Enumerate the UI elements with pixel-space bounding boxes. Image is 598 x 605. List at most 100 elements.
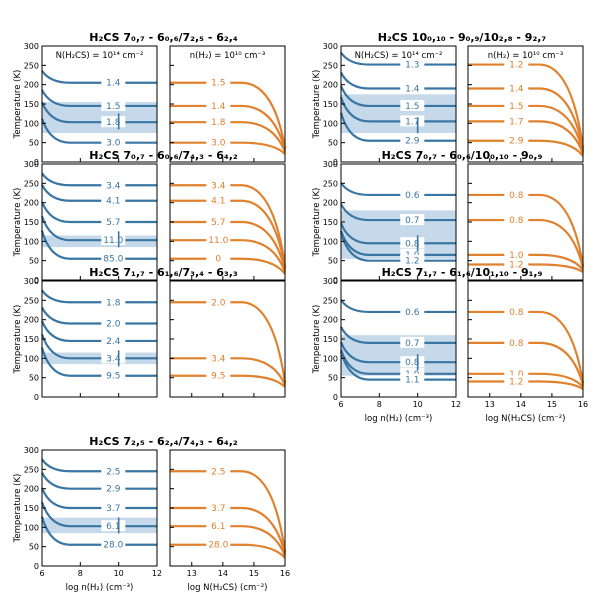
left-contour-line <box>41 458 157 473</box>
x-tick-label: 6 <box>338 400 343 409</box>
x-axis-label: log n(H₂) (cm⁻³) <box>66 583 134 593</box>
y-tick-label: 250 <box>24 179 39 188</box>
contour-label-bg <box>206 465 231 477</box>
left-contour-label: 2.5 <box>106 467 120 477</box>
x-tick-label: 13 <box>485 400 495 409</box>
panel-0-left: 1.4 1.5 1.8 3.0 0 50 100 150 200 250 300 N(H₂CS) = … <box>24 42 158 167</box>
right-contour-label: 28.0 <box>208 541 228 551</box>
contour-label-bg <box>206 76 231 88</box>
contour-label-bg <box>206 194 231 206</box>
contour-label-bg <box>504 336 529 348</box>
y-tick-label: 300 <box>24 446 39 455</box>
contour-label-bg <box>206 99 231 111</box>
left-contour-line <box>40 215 157 242</box>
x-tick-label: 12 <box>451 400 461 409</box>
x-tick-label: 12 <box>152 569 162 578</box>
right-contour-label: 0 <box>215 255 221 265</box>
right-contour-line <box>170 104 287 151</box>
contour-label-bg <box>101 252 126 264</box>
contour-label-bg <box>206 369 231 381</box>
right-contour-line <box>170 470 287 553</box>
right-panel-note: n(H₂) = 10¹⁰ cm⁻³ <box>190 51 266 61</box>
y-tick-label: 0 <box>333 276 338 285</box>
x-axis-label: log N(H₂CS) (cm⁻²) <box>486 414 566 424</box>
y-tick-label: 250 <box>323 61 338 70</box>
y-axis-label: Temperature (K) <box>13 188 23 258</box>
contour-label-bg <box>206 520 231 532</box>
right-contour-label: 0.8 <box>509 216 524 226</box>
left-contour-line <box>340 72 456 90</box>
right-contour-line <box>468 139 584 157</box>
y-tick-label: 300 <box>24 42 39 51</box>
left-contour-line <box>339 97 456 123</box>
left-contour-label: 1.2 <box>405 257 419 267</box>
y-tick-label: 50 <box>328 139 338 148</box>
panel-4-left: 1.8 2.0 2.4 3.4 9.5 0 50 100 150 200 250 300 <box>24 277 158 402</box>
y-tick-label: 300 <box>323 160 338 169</box>
right-contour-label: 1.8 <box>211 118 226 128</box>
contour-label-bg <box>101 216 126 227</box>
left-contour-line <box>40 516 157 546</box>
panel-4-right: 2.0 3.4 9.5 <box>169 280 287 398</box>
left-contour-label: 3.4 <box>106 354 121 364</box>
right-contour-label: 2.5 <box>211 467 225 477</box>
y-tick-label: 150 <box>24 100 39 109</box>
right-contour-label: 1.0 <box>509 370 524 380</box>
left-contour-label: 28.0 <box>103 541 123 551</box>
right-contour-label: 2.0 <box>211 298 226 308</box>
y-axis-label: Temperature (K) <box>13 474 23 544</box>
contour-label-bg <box>400 188 425 200</box>
y-tick-label: 50 <box>328 374 338 383</box>
y-tick-label: 0 <box>34 158 39 167</box>
right-contour-label: 3.0 <box>211 139 226 149</box>
contour-label-bg <box>504 58 529 70</box>
left-panel-note: N(H₂CS) = 10¹⁴ cm⁻² <box>56 51 144 61</box>
left-contour-label: 2.4 <box>106 337 121 347</box>
y-tick-label: 250 <box>24 465 39 474</box>
right-contour-label: 2.9 <box>509 137 524 147</box>
right-contour-line <box>468 193 585 267</box>
right-contour-label: 1.5 <box>211 79 225 89</box>
x-tick-label: 8 <box>78 569 83 578</box>
uncertainty-band <box>42 235 157 248</box>
right-contour-line <box>468 87 585 151</box>
right-contour-label: 1.2 <box>509 61 523 71</box>
x-tick-label: 14 <box>516 400 526 409</box>
y-tick-label: 150 <box>323 335 338 344</box>
left-contour-label: 0.8 <box>405 358 420 368</box>
right-contour-line <box>170 141 286 155</box>
left-contour-line <box>339 85 456 108</box>
contour-label-bg <box>400 367 425 379</box>
y-tick-label: 50 <box>29 257 39 266</box>
contour-label-bg <box>504 188 529 200</box>
left-contour-label: 1.8 <box>106 118 121 128</box>
right-contour-label: 3.4 <box>211 181 226 191</box>
contour-label-bg <box>206 252 231 264</box>
x-tick-label: 15 <box>547 400 557 409</box>
uncertainty-band <box>341 94 456 133</box>
y-tick-label: 100 <box>323 237 338 246</box>
panel-3-right: 0.8 0.8 1.01.2 <box>467 163 585 281</box>
contour-label-bg <box>101 520 126 532</box>
contour-label-bg <box>206 116 231 128</box>
x-tick-label: 14 <box>218 569 228 578</box>
contour-label-bg <box>206 179 231 191</box>
left-contour-label: 1.8 <box>106 298 121 308</box>
y-tick-label: 100 <box>24 237 39 246</box>
contour-label-bg <box>206 234 231 246</box>
x-tick-label: 15 <box>249 569 259 578</box>
y-tick-label: 300 <box>24 160 39 169</box>
contour-label-bg <box>400 356 425 368</box>
y-tick-label: 150 <box>24 504 39 513</box>
left-contour-label: 2.9 <box>405 137 420 147</box>
x-tick-label: 16 <box>578 400 588 409</box>
y-tick-label: 100 <box>24 523 39 532</box>
panel-0-right: 1.5 1.4 1.8 3.0 n(H₂) = 10¹⁰ cm⁻³ <box>169 45 287 163</box>
right-contour-label: 0.8 <box>509 339 524 349</box>
right-contour-line <box>170 121 287 153</box>
right-contour-line <box>468 104 585 153</box>
contour-label-bg <box>101 234 126 246</box>
right-contour-line <box>170 184 287 267</box>
left-contour-line <box>41 472 157 490</box>
right-contour-line <box>170 506 287 555</box>
